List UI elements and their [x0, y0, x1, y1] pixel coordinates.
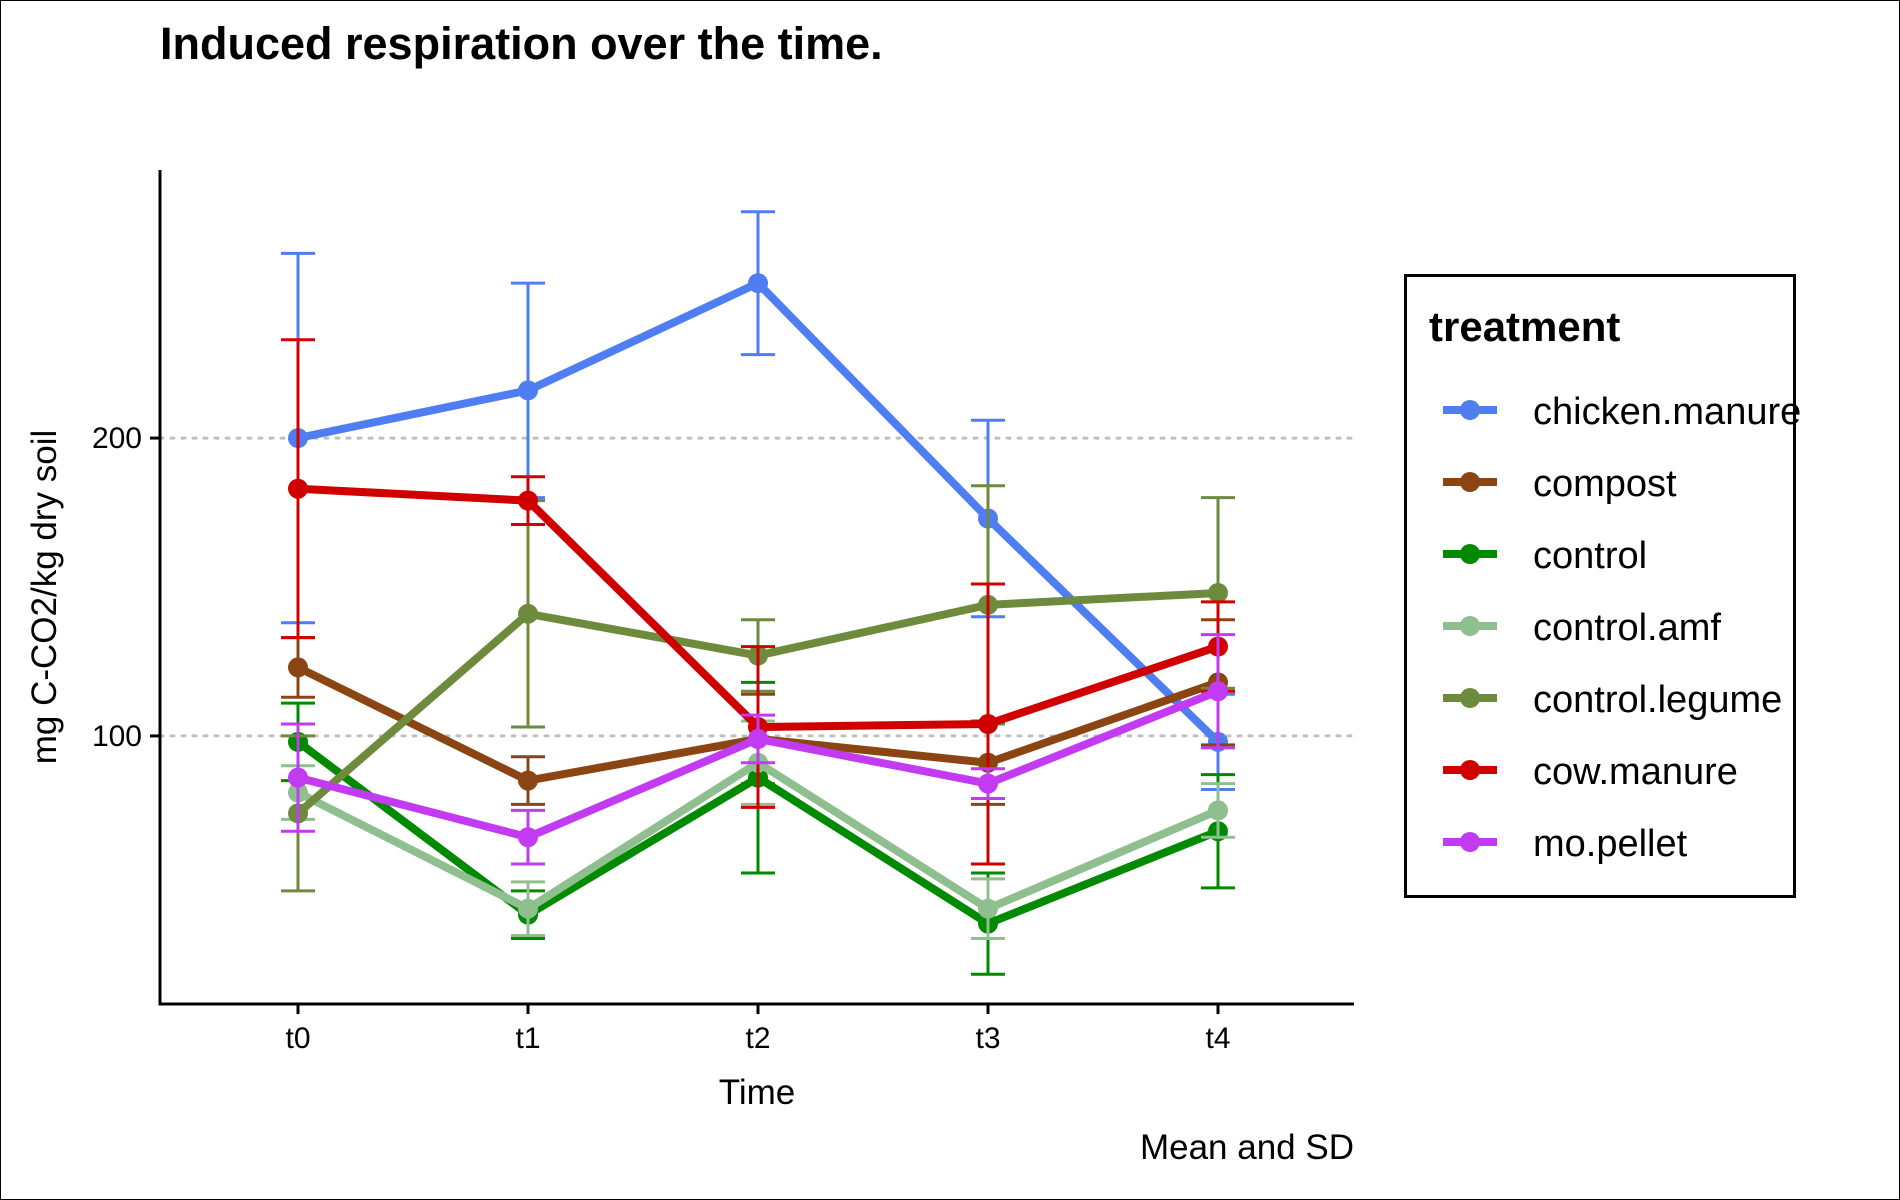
legend-label: mo.pellet	[1533, 823, 1688, 865]
legend-label: control	[1533, 535, 1648, 577]
data-point	[518, 898, 538, 919]
series-mo.pellet	[281, 633, 1235, 866]
legend-label: cow.manure	[1533, 751, 1738, 793]
data-point	[748, 273, 768, 294]
legend-key-point	[1460, 688, 1480, 708]
x-tick-label: t0	[285, 1022, 310, 1055]
chart-title: Induced respiration over the time.	[160, 18, 883, 69]
data-point	[518, 380, 538, 401]
legend-key	[1443, 688, 1497, 708]
y-tick-label: 200	[92, 422, 142, 455]
legend-key	[1443, 760, 1497, 780]
legend-key	[1443, 544, 1497, 564]
legend-title: treatment	[1429, 303, 1621, 350]
legend-key-point	[1460, 400, 1480, 420]
legend-item: cow.manure	[1441, 745, 1791, 795]
data-point	[978, 714, 998, 735]
data-point	[288, 478, 308, 499]
data-point	[1208, 800, 1228, 821]
legend-item: compost	[1441, 457, 1791, 507]
x-axis-title: Time	[719, 1073, 795, 1112]
legend-label: compost	[1533, 463, 1677, 505]
legend-key	[1443, 472, 1497, 492]
data-point	[288, 767, 308, 788]
chart-caption: Mean and SD	[1139, 1128, 1354, 1167]
legend-key	[1443, 832, 1497, 852]
axes	[158, 170, 1354, 1006]
legend-key-point	[1460, 544, 1480, 564]
legend-label: control.legume	[1533, 679, 1783, 721]
legend-key	[1443, 616, 1497, 636]
legend-item: mo.pellet	[1441, 817, 1791, 867]
data-point	[748, 728, 768, 749]
legend-item: control.amf	[1441, 601, 1791, 651]
x-tick-label: t1	[515, 1022, 540, 1055]
legend-label: chicken.manure	[1533, 391, 1802, 433]
legend-key-point	[1460, 616, 1480, 636]
x-tick-label: t4	[1205, 1022, 1230, 1055]
data-point	[518, 490, 538, 511]
y-tick-label: 100	[92, 720, 142, 753]
data-point	[978, 898, 998, 919]
legend-label: control.amf	[1533, 607, 1721, 649]
legend-key-point	[1460, 760, 1480, 780]
y-axis-title: mg C-CO2/kg dry soil	[25, 430, 64, 765]
series-layer	[281, 210, 1235, 976]
data-point	[518, 827, 538, 848]
x-tick-label: t2	[745, 1022, 770, 1055]
legend-item: control.legume	[1441, 673, 1791, 723]
data-point	[1208, 582, 1228, 603]
x-tick-label: t3	[975, 1022, 1000, 1055]
legend-key-point	[1460, 472, 1480, 492]
legend-item: chicken.manure	[1441, 385, 1801, 435]
data-point	[518, 770, 538, 791]
data-point	[288, 657, 308, 678]
ticks: 100 200 t0 t1 t2 t3 t4	[92, 422, 1231, 1055]
legend: treatment chicken.manure compost control co…	[1404, 274, 1801, 898]
legend-key-point	[1460, 832, 1480, 852]
legend-key	[1443, 400, 1497, 420]
legend-item: control	[1441, 529, 1791, 579]
data-point	[1208, 681, 1228, 702]
data-point	[518, 603, 538, 624]
data-point	[978, 773, 998, 794]
